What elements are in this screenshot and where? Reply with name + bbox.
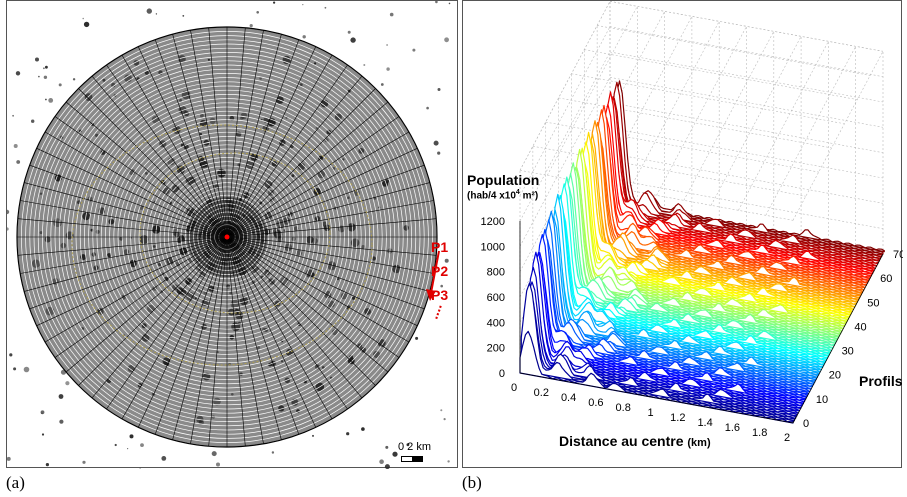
caption-a: (a) [6, 473, 25, 492]
z-tick-1: 200 [487, 343, 505, 355]
profile-curve-51 [585, 160, 860, 301]
y-tick-2: 20 [829, 370, 841, 382]
x-tick-3: 0.6 [588, 397, 603, 409]
y-tick-3: 30 [842, 346, 854, 358]
profile-arrow [430, 250, 440, 294]
x-tick-1: 0.2 [534, 387, 549, 399]
profile-curve-7 [528, 280, 803, 407]
profile-curve-1 [520, 282, 795, 422]
profile-curve-19 [543, 239, 818, 378]
z-tick-4: 800 [487, 267, 505, 279]
z-tick-6: 1200 [481, 216, 505, 228]
profile-label-p3: P3 [431, 287, 449, 303]
x-tick-6: 1.2 [670, 412, 685, 424]
profile-curves [519, 80, 885, 424]
x-tick-8: 1.6 [725, 422, 740, 434]
axes [519, 221, 884, 424]
scale-bar [401, 456, 423, 462]
y-tick-4: 40 [854, 321, 866, 333]
admin-boundaries [71, 124, 373, 366]
profile-curve-23 [549, 193, 824, 369]
profile-curve-33 [561, 173, 836, 344]
disk-border [16, 26, 438, 448]
profile-curve-17 [541, 260, 816, 383]
z-tick-3: 600 [487, 292, 505, 304]
radial-grid-map [7, 1, 451, 469]
x-axis-label: Distance au centre (km) [559, 433, 711, 449]
y-tick-6: 60 [880, 273, 892, 285]
profile-curve-10 [532, 266, 807, 400]
x-tick-5: 1 [647, 407, 653, 419]
y-tick-0: 0 [803, 418, 809, 430]
profile-curve-64 [601, 91, 876, 270]
profile-curve-59 [595, 104, 870, 282]
panel-a-map: P1 P2 P3 .... 0 2 km [6, 0, 458, 469]
z-tick-2: 400 [487, 317, 505, 329]
profile-curve-52 [586, 120, 861, 299]
profile-curve-5 [525, 292, 800, 412]
y-tick-5: 50 [867, 297, 879, 309]
profile-arrowhead [426, 289, 436, 301]
caption-b: (b) [462, 473, 482, 492]
x-tick-2: 0.4 [561, 392, 576, 404]
profile-label-p2: P2 [431, 263, 449, 279]
urban-speckle [7, 1, 451, 469]
profile-curve-25 [551, 194, 826, 364]
profile-curve-66 [604, 96, 879, 265]
z-axis-label: Population [467, 172, 540, 188]
profile-curve-41 [572, 196, 847, 325]
panel-b-chart: 0 200 400 600 800 1000 1200 0 0.2 0.4 0.6 0.8 1 1.2 1.… [462, 0, 903, 468]
profile-curve-70 [609, 129, 884, 255]
profile-curve-6 [527, 251, 802, 410]
profile-label-p1: P1 [431, 239, 449, 255]
x-tick-7: 1.4 [697, 417, 712, 429]
y-axis-label: Profils [859, 373, 903, 389]
profile-curve-53 [587, 163, 862, 296]
profile-curve-39 [569, 184, 844, 330]
z-axis-unit: (hab/4 x104 m²) [467, 189, 539, 202]
z-tick-0: 0 [499, 368, 505, 380]
y-tick-7: 70 [893, 249, 903, 261]
profile-curve-56 [591, 137, 866, 289]
radial-profiles [17, 27, 437, 447]
x-tick-9: 1.8 [752, 427, 767, 439]
x-tick-0: 0 [511, 382, 517, 394]
profile-curve-42 [573, 147, 848, 323]
profile-curve-0 [519, 330, 794, 424]
city-center-dot [224, 234, 230, 240]
scale-bar-label: 0 2 km [398, 441, 432, 453]
profile-curve-34 [563, 208, 838, 342]
z-tick-5: 1000 [481, 241, 505, 253]
x-tick-10: 2 [784, 432, 790, 444]
y-tick-1: 10 [816, 394, 828, 406]
profile-curve-65 [603, 127, 878, 267]
x-tick-4: 0.8 [616, 402, 631, 414]
profile-curve-15 [538, 239, 813, 388]
